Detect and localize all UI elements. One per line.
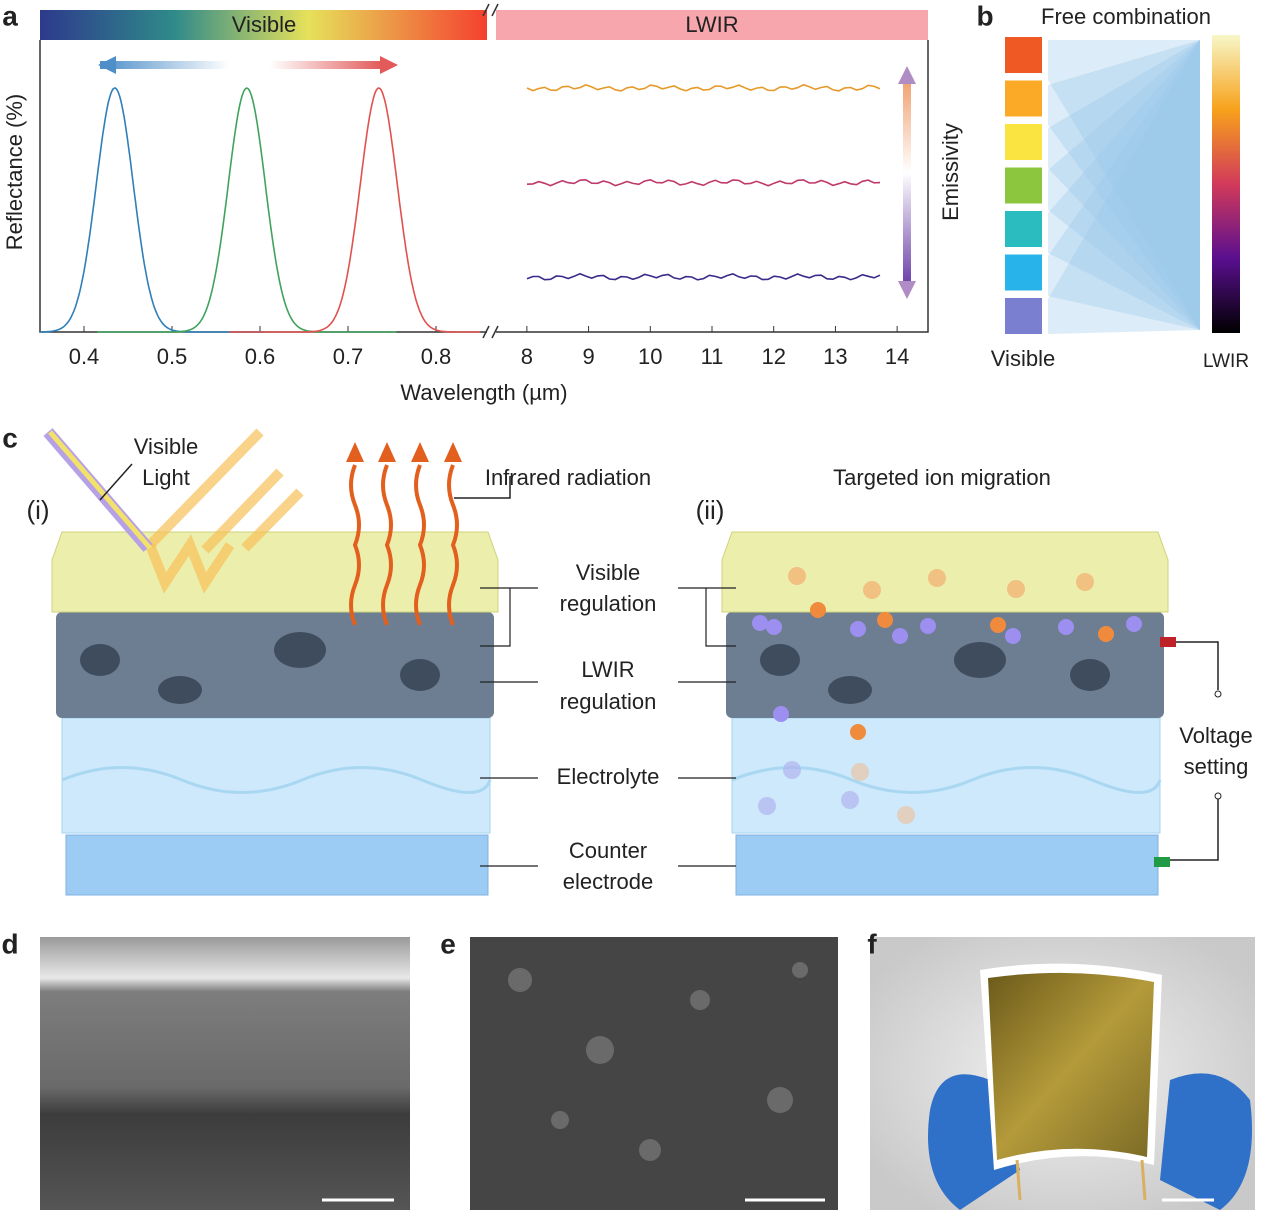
color-swatch (1005, 37, 1042, 73)
color-swatch (1005, 80, 1042, 117)
axes (39, 3, 929, 339)
title: Free combination (1041, 4, 1211, 29)
x-tick-label: 0.6 (245, 344, 276, 369)
label: LWIR (581, 657, 634, 682)
color-swatch (1005, 254, 1042, 291)
label: Infrared radiation (485, 465, 651, 490)
panel-label: d (1, 928, 18, 959)
device-photo (928, 963, 1252, 1210)
side-label: Emissivity (938, 123, 963, 221)
arrow (100, 61, 230, 69)
label: LWIR (1203, 351, 1249, 372)
x-tick-label: 12 (761, 344, 785, 369)
x-tick-label: 9 (582, 344, 594, 369)
arrow (903, 80, 911, 285)
x-tick-label: 13 (823, 344, 847, 369)
fan (1048, 40, 1200, 334)
panel-label: c (2, 422, 18, 453)
label: Counter (569, 838, 647, 863)
label: Visible (991, 346, 1055, 371)
leader-lines (480, 587, 736, 867)
label: Targeted ion migration (833, 465, 1051, 490)
lwir-reflectance (526, 83, 881, 92)
lwir-reflectance (526, 272, 881, 281)
x-tick-label: 0.7 (333, 344, 364, 369)
label: Visible (134, 434, 198, 459)
label: electrode (563, 869, 654, 894)
x-tick-label: 11 (701, 344, 724, 369)
x-tick-label: 8 (521, 344, 533, 369)
reflectance-peak (40, 87, 265, 333)
stack-ii (721, 531, 1222, 896)
label: Electrolyte (557, 764, 660, 789)
reflectance-peak (97, 87, 397, 333)
reflectance-peak (229, 87, 480, 333)
arrow (270, 61, 382, 69)
lwir-band (496, 10, 928, 40)
label: Visible (576, 560, 640, 585)
y-axis-label: Reflectance (%) (2, 94, 27, 251)
label: Voltage (1179, 723, 1252, 748)
label: Light (142, 465, 190, 490)
x-tick-label: 10 (638, 344, 662, 369)
sem-cross-section (40, 937, 410, 1210)
color-swatch (1005, 167, 1042, 204)
lwir-scale (1212, 35, 1240, 333)
lwir-reflectance (526, 178, 881, 187)
stack-i (43, 428, 511, 896)
label: (ii) (696, 495, 725, 525)
x-axis-label: Wavelength (µm) (400, 380, 567, 405)
color-swatch (1005, 124, 1042, 160)
x-tick-label: 0.8 (421, 344, 452, 369)
arrow (380, 56, 398, 74)
panel-label: e (440, 928, 456, 959)
x-tick-label: 0.5 (157, 344, 188, 369)
x-tick-label: 14 (885, 344, 909, 369)
panel-label: f (867, 928, 877, 959)
band-label: Visible (232, 12, 296, 37)
texture (508, 962, 808, 1161)
panel-label: a (2, 0, 18, 31)
label: regulation (560, 591, 657, 616)
arrow (98, 56, 116, 74)
band-label: LWIR (685, 12, 738, 37)
color-swatch (1005, 211, 1042, 247)
label: setting (1184, 754, 1249, 779)
color-swatch (1005, 298, 1042, 334)
label: regulation (560, 689, 657, 714)
visible-band (40, 10, 487, 40)
panel-label: b (976, 0, 993, 31)
label: (i) (26, 495, 49, 525)
x-tick-label: 0.4 (69, 344, 100, 369)
